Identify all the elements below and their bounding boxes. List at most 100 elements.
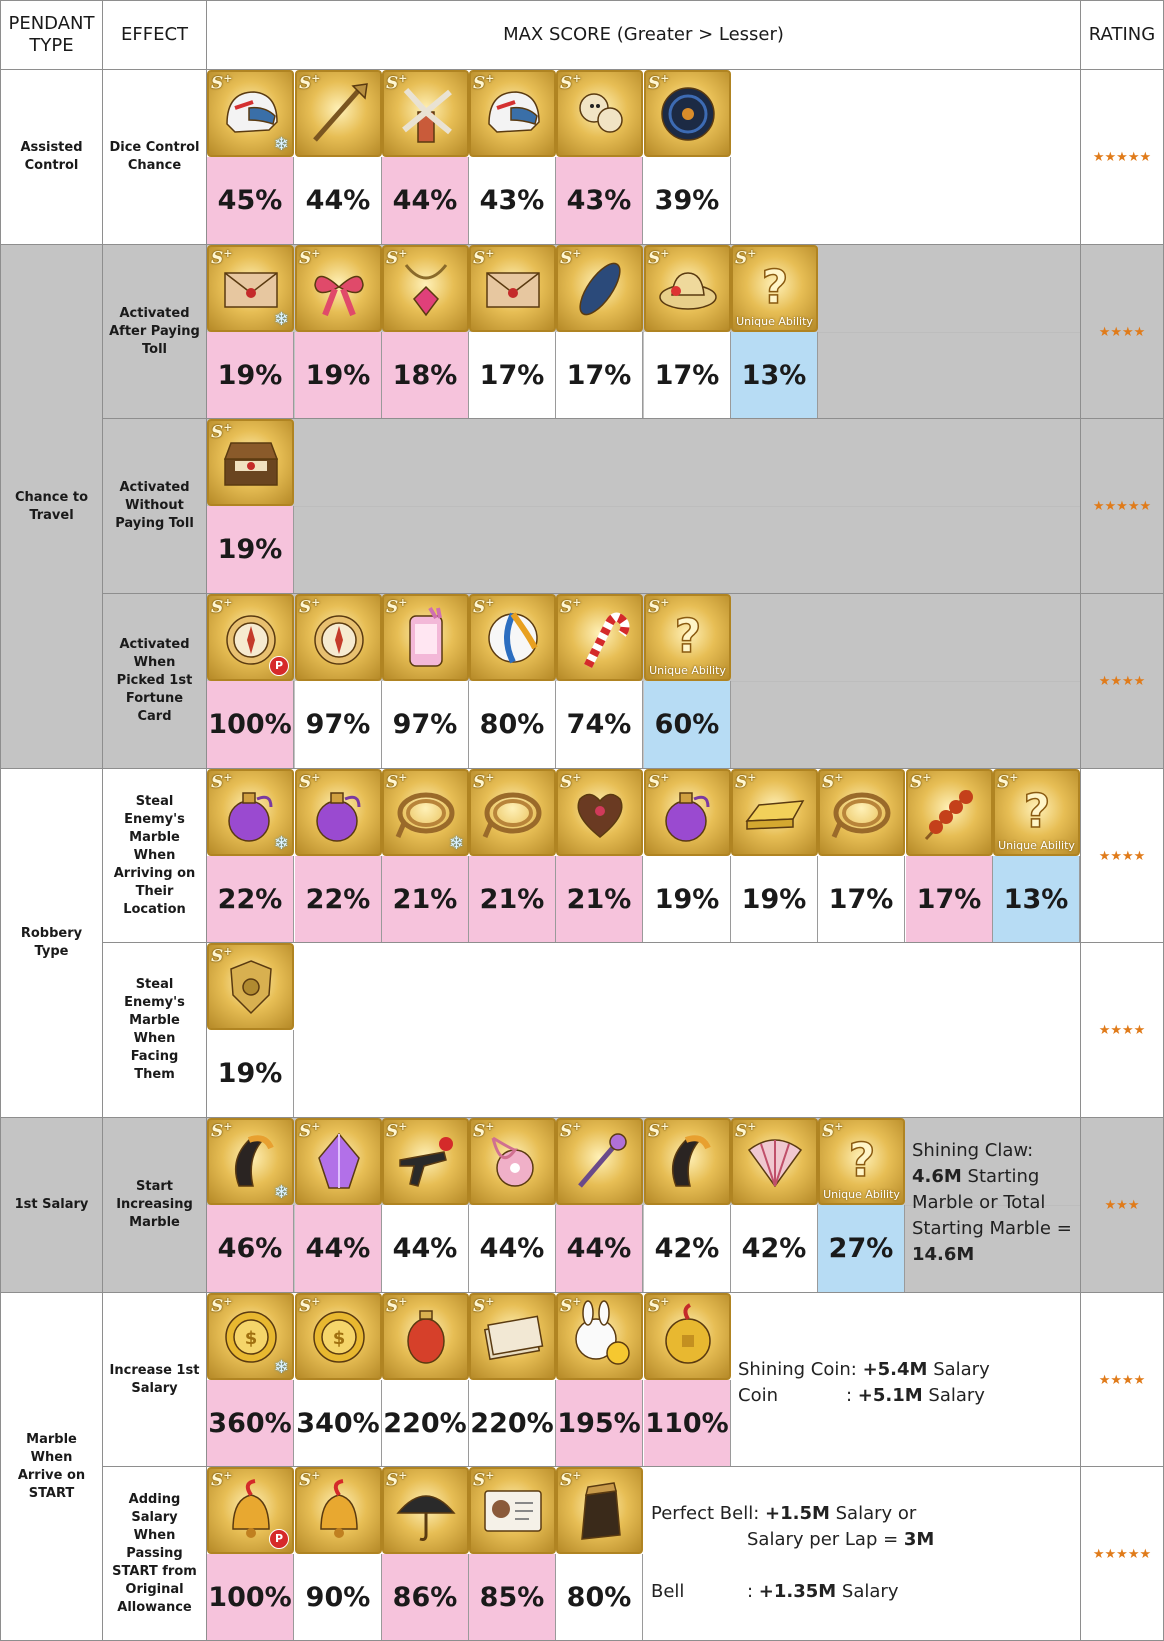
question-icon: ? S+ Unique Ability xyxy=(731,245,818,332)
effect-cell: Activated Without Paying Toll xyxy=(103,419,207,594)
phone-icon: S+ xyxy=(382,594,469,681)
rank-s-plus-icon: S+ xyxy=(211,596,233,618)
unique-ability-label: Unique Ability xyxy=(823,1188,900,1201)
gem-necklace-icon: S+ xyxy=(382,245,469,332)
rank-s-plus-icon: S+ xyxy=(560,1469,582,1491)
effect-label: Activated After Paying Toll xyxy=(109,305,200,357)
score-value: 18% xyxy=(382,332,469,418)
score-value: 195% xyxy=(556,1380,643,1466)
note-line: Bell: +1.35M Salary xyxy=(651,1579,1071,1605)
effect-cell: Dice Control Chance xyxy=(103,70,207,245)
rating-cell: ★★★★ xyxy=(1081,245,1164,419)
rank-s-plus-icon: S+ xyxy=(473,596,495,618)
p-badge: P xyxy=(269,656,289,676)
score-value: 44% xyxy=(382,157,469,244)
bell-icon: S+ P xyxy=(207,1467,294,1554)
rating-stars: ★★★★★ xyxy=(1092,149,1152,164)
effect-label: Start Increasing Marble xyxy=(116,1179,193,1230)
effect-label: Steal Enemy's Marble When Arriving on Th… xyxy=(113,793,196,917)
note-text: Coin xyxy=(738,1385,778,1406)
pendant-type-assisted-control: Assisted Control xyxy=(0,70,103,245)
rank-s-plus-icon: S+ xyxy=(211,1469,233,1491)
effect-cell: Start Increasing Marble xyxy=(103,1118,207,1293)
rating-cell: ★★★★ xyxy=(1081,594,1164,769)
rank-s-plus-icon: S+ xyxy=(560,247,582,269)
gold-coin-icon: $ S+ ❄ xyxy=(207,1293,294,1380)
crystal-icon: S+ xyxy=(295,1118,382,1205)
rating-cell: ★★★★★ xyxy=(1081,1467,1164,1641)
rank-s-plus-icon: S+ xyxy=(560,771,582,793)
score-value: 17% xyxy=(644,332,731,418)
score-value: 22% xyxy=(207,856,294,942)
snowflake-icon: ❄ xyxy=(273,309,289,329)
score-value: 80% xyxy=(556,1554,643,1640)
rank-s-plus-icon: S+ xyxy=(211,945,233,967)
rating-stars: ★★★★★ xyxy=(1092,498,1152,513)
score-value: 17% xyxy=(818,856,905,942)
score-value: 44% xyxy=(382,1205,469,1292)
pendant-type-1st-salary: 1st Salary xyxy=(0,1118,103,1293)
score-value: 90% xyxy=(295,1554,382,1640)
score-value: 42% xyxy=(731,1205,818,1292)
rope-icon: S+ ❄ xyxy=(382,769,469,856)
score-value: 21% xyxy=(556,856,643,942)
rank-s-plus-icon: S+ xyxy=(211,1295,233,1317)
score-value: 21% xyxy=(469,856,556,942)
question-icon: ? S+ Unique Ability xyxy=(644,594,731,681)
score-value: 44% xyxy=(469,1205,556,1292)
monkey-icon: S+ xyxy=(556,70,643,157)
header-rating: RATING xyxy=(1081,0,1164,70)
effect-cell: Steal Enemy's Marble When Arriving on Th… xyxy=(103,769,207,943)
spear-icon: S+ xyxy=(295,70,382,157)
rank-s-plus-icon: S+ xyxy=(299,247,321,269)
candied-fruit-icon: S+ xyxy=(906,769,993,856)
note-value: 4.6M xyxy=(912,1166,962,1187)
snowflake-icon: ❄ xyxy=(273,1182,289,1202)
rank-s-plus-icon: S+ xyxy=(560,596,582,618)
pendant-type-label: 1st Salary xyxy=(14,1197,89,1212)
candy-cane-icon: S+ xyxy=(556,594,643,681)
claw-icon: S+ ❄ xyxy=(207,1118,294,1205)
score-value: 110% xyxy=(644,1380,731,1466)
rank-s-plus-icon: S+ xyxy=(211,421,233,443)
rating-stars: ★★★★ xyxy=(1098,1022,1146,1037)
score-value: 45% xyxy=(207,157,294,244)
note-line: Salary per Lap = 3M xyxy=(651,1527,1071,1553)
note-text: Perfect Bell: xyxy=(651,1503,765,1524)
header-pendant-type-label: PENDANT TYPE xyxy=(8,13,95,56)
rank-s-plus-icon: S+ xyxy=(299,1295,321,1317)
rank-s-plus-icon: S+ xyxy=(997,771,1019,793)
gold-bar-icon: S+ xyxy=(731,769,818,856)
helmet-icon: S+ ❄ xyxy=(207,70,294,157)
score-value: 17% xyxy=(556,332,643,418)
effect-label: Dice Control Chance xyxy=(109,140,200,173)
rank-s-plus-icon: S+ xyxy=(299,771,321,793)
perfume-icon: S+ ❄ xyxy=(207,769,294,856)
score-value: 74% xyxy=(556,681,643,768)
grid-line xyxy=(207,332,1080,333)
grid-line xyxy=(207,1205,1080,1206)
chocolate-box-icon: S+ xyxy=(556,769,643,856)
snowflake-icon: ❄ xyxy=(448,833,464,853)
pendant-type-marble-start: Marble When Arrive on START xyxy=(0,1293,103,1641)
score-value: 17% xyxy=(906,856,993,942)
rank-s-plus-icon: S+ xyxy=(386,1469,408,1491)
score-value: 97% xyxy=(382,681,469,768)
gold-coin-icon: $ S+ xyxy=(295,1293,382,1380)
police-badge-icon: S+ xyxy=(207,943,294,1030)
rank-s-plus-icon: S+ xyxy=(910,771,932,793)
note-text: Salary xyxy=(836,1581,899,1602)
score-value: 100% xyxy=(207,1554,294,1640)
rank-s-plus-icon: S+ xyxy=(299,1469,321,1491)
rank-s-plus-icon: S+ xyxy=(648,1295,670,1317)
rank-s-plus-icon: S+ xyxy=(299,596,321,618)
score-value: 97% xyxy=(295,681,382,768)
note-text: : xyxy=(846,1385,858,1406)
header-pendant-type: PENDANT TYPE xyxy=(0,0,103,70)
note-shining-claw: Shining Claw: 4.6M Starting Marble or Tota… xyxy=(912,1138,1077,1268)
score-value: 46% xyxy=(207,1205,294,1292)
note-value: +1.35M xyxy=(758,1581,837,1602)
question-icon: ? S+ Unique Ability xyxy=(993,769,1080,856)
rope-icon: S+ xyxy=(818,769,905,856)
